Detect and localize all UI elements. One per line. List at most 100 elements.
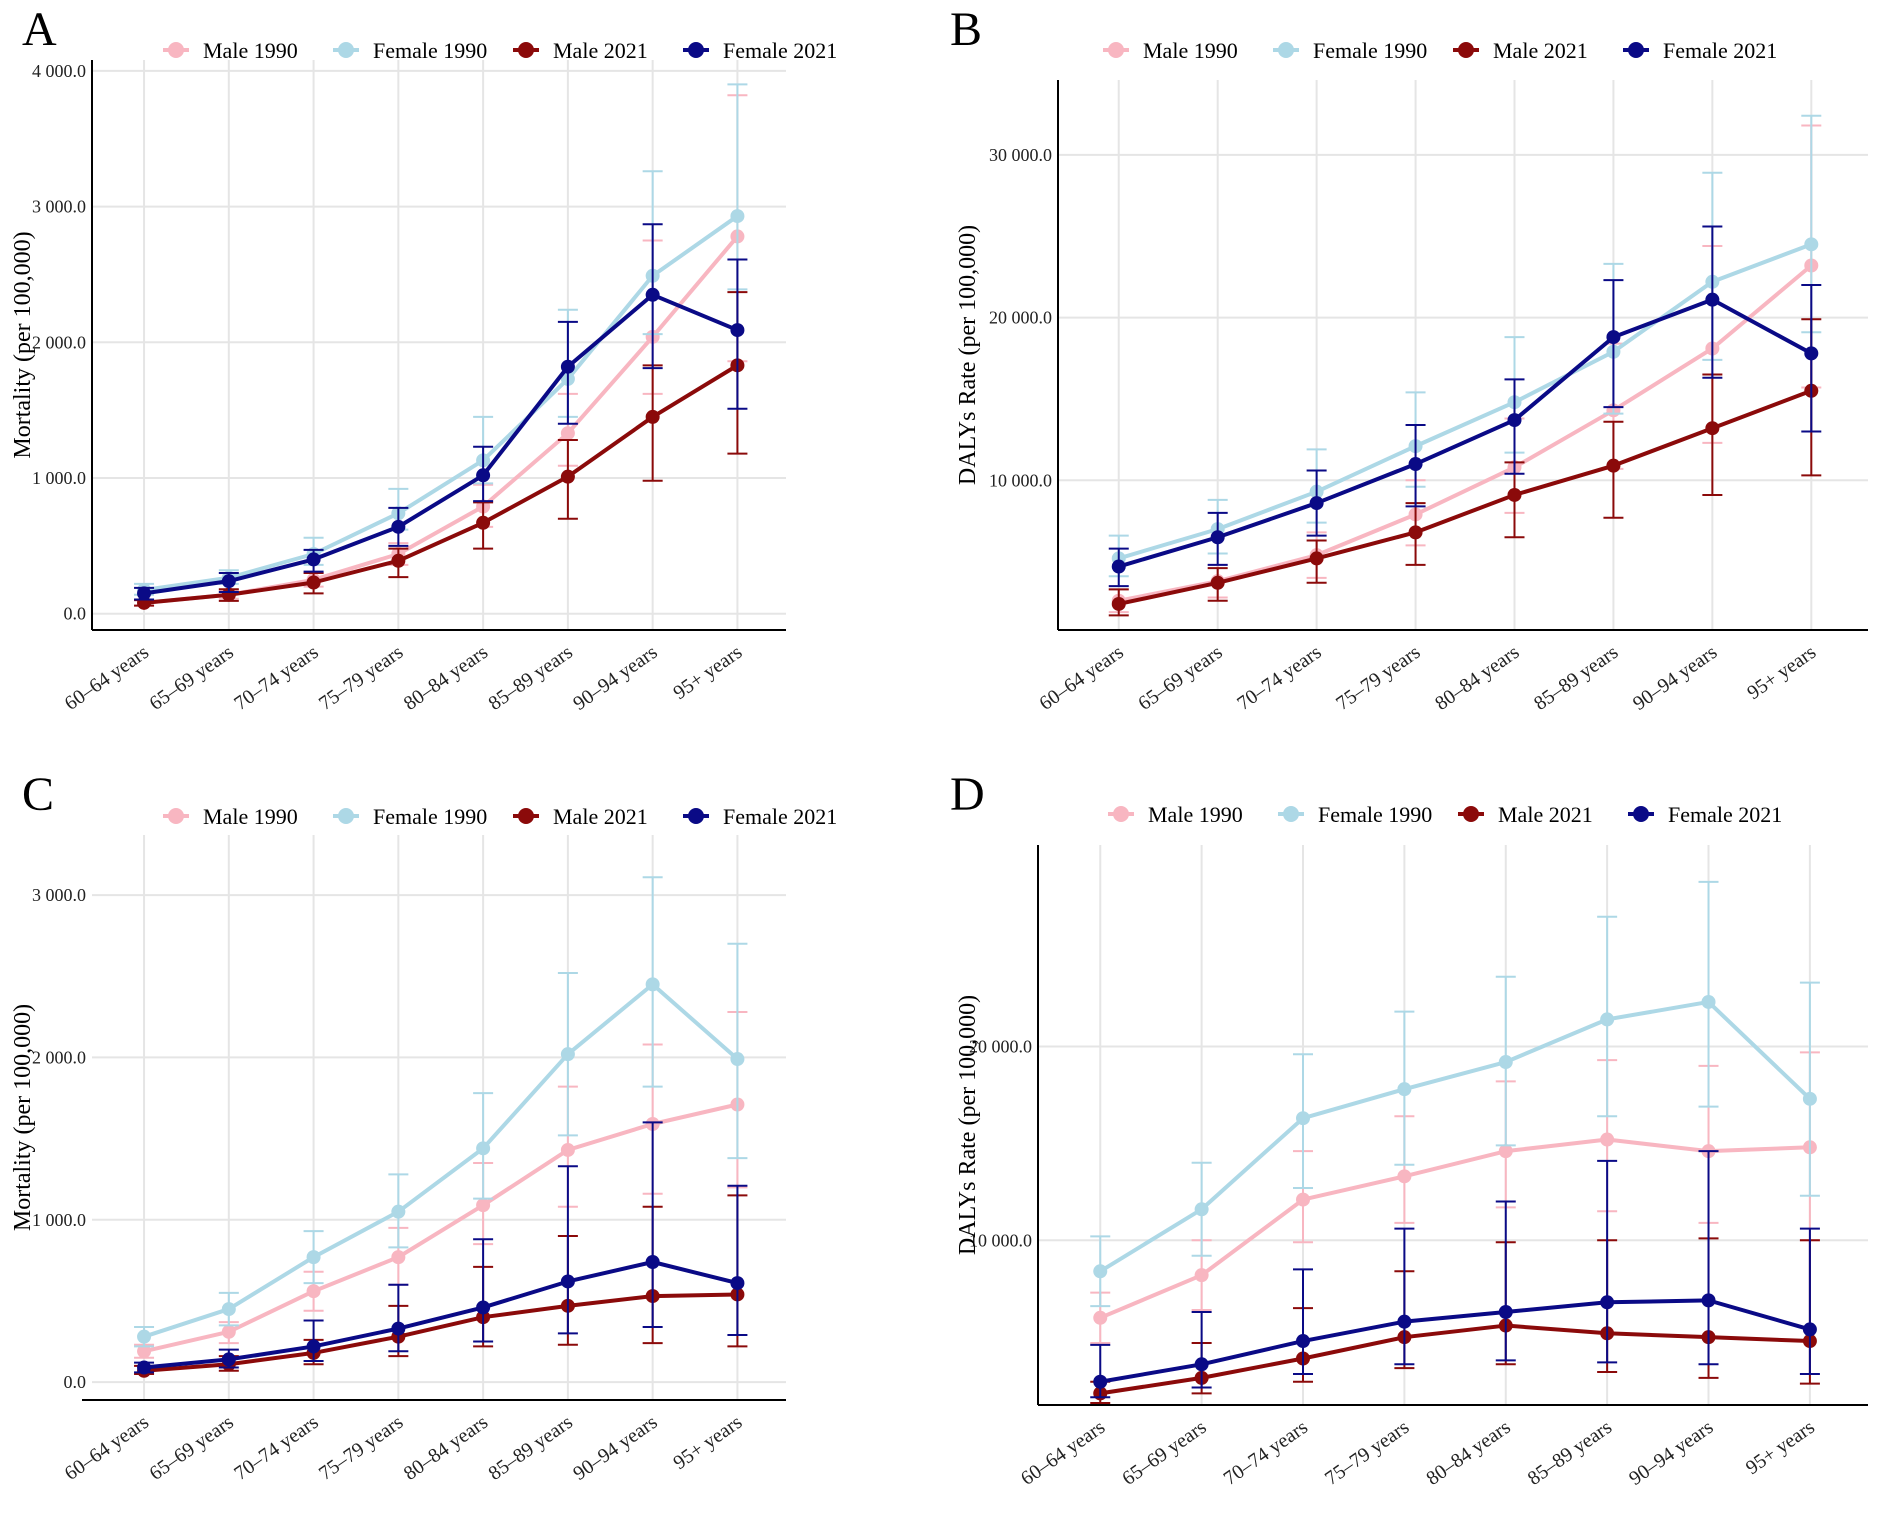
- series-line: [1118, 297, 1813, 569]
- data-point: [137, 1344, 152, 1359]
- legend-key-dot: [1633, 806, 1649, 822]
- series-female-2021: [1090, 1150, 1820, 1399]
- series-male-2021: [1090, 1237, 1820, 1405]
- data-point: [391, 1250, 406, 1265]
- data-point: [476, 1300, 491, 1315]
- y-tick-label: 0.0: [64, 604, 87, 624]
- x-tick-label: 65–69 years: [145, 1411, 237, 1485]
- data-point: [221, 1324, 236, 1339]
- data-point: [1804, 346, 1819, 361]
- y-tick-label: 2 000.0: [32, 1047, 86, 1067]
- y-tick-label: 3 000.0: [32, 885, 86, 905]
- y-tick-label: 20 000.0: [989, 308, 1052, 328]
- data-point: [1296, 1334, 1311, 1349]
- data-point: [1093, 1310, 1108, 1325]
- panel-label: A: [22, 3, 57, 56]
- legend-label: Female 1990: [373, 804, 487, 829]
- panel-label: C: [22, 768, 54, 821]
- y-tick-label: 10 000.0: [989, 470, 1052, 490]
- legend-key-dot: [338, 42, 354, 58]
- x-tick-label: 70–74 years: [1220, 1416, 1312, 1490]
- legend-label: Female 1990: [1318, 802, 1432, 827]
- data-point: [1804, 237, 1819, 252]
- legend-key-dot: [1278, 42, 1294, 58]
- x-tick-label: 80–84 years: [400, 1411, 492, 1485]
- x-tick-label: 95+ years: [1743, 641, 1820, 704]
- x-tick-label: 85–89 years: [485, 1411, 577, 1485]
- x-tick-label: 95+ years: [1742, 1416, 1819, 1479]
- panel-a: A 0.0 1 000.0 2 000.0 3 000.0 4 000.0 Mortalit…: [10, 3, 837, 715]
- legend-key-dot: [1108, 42, 1124, 58]
- data-point: [221, 574, 236, 589]
- data-point: [306, 1339, 321, 1354]
- data-point: [1397, 1169, 1412, 1184]
- series-line: [143, 1102, 738, 1354]
- data-point: [1397, 1314, 1412, 1329]
- data-point: [1309, 496, 1324, 511]
- x-tick-label: 90–94 years: [1629, 641, 1721, 715]
- data-point: [476, 468, 491, 483]
- panel-label: B: [950, 3, 982, 56]
- x-tick-label: 90–94 years: [1625, 1416, 1717, 1490]
- data-point: [306, 552, 321, 567]
- legend-label: Male 1990: [203, 38, 298, 63]
- legend-key-dot: [1628, 42, 1644, 58]
- legend-key-dot: [688, 808, 704, 824]
- data-point: [730, 1276, 745, 1291]
- series-female-2021: [1108, 225, 1822, 588]
- data-point: [137, 586, 152, 601]
- x-tick-label: 80–84 years: [1431, 641, 1523, 715]
- x-tick-label: 60–64 years: [1035, 641, 1127, 715]
- legend-label: Female 2021: [1663, 38, 1777, 63]
- legend-key-dot: [1458, 42, 1474, 58]
- data-point: [1498, 1055, 1513, 1070]
- series-line: [143, 982, 739, 1339]
- y-axis-label: Mortality (per 100,000): [10, 231, 36, 458]
- series-line: [143, 214, 739, 592]
- x-tick-label: 75–79 years: [1332, 641, 1424, 715]
- data-point: [391, 553, 406, 568]
- data-point: [391, 1204, 406, 1219]
- data-point: [1802, 1322, 1817, 1337]
- data-point: [1111, 559, 1126, 574]
- data-point: [1296, 1192, 1311, 1207]
- data-point: [1498, 1304, 1513, 1319]
- data-point: [306, 1284, 321, 1299]
- legend-key-dot: [518, 42, 534, 58]
- data-point: [1111, 596, 1126, 611]
- data-point: [730, 209, 745, 224]
- data-point: [1210, 530, 1225, 545]
- y-tick-label: 4 000.0: [32, 61, 86, 81]
- data-point: [1296, 1111, 1311, 1126]
- data-point: [1507, 487, 1522, 502]
- data-point: [645, 977, 660, 992]
- data-point: [137, 1360, 152, 1375]
- data-point: [221, 1302, 236, 1317]
- y-axis-label: DALYs Rate (per 100,000): [955, 995, 981, 1255]
- x-tick-label: 75–79 years: [315, 1411, 407, 1485]
- data-point: [730, 1052, 745, 1067]
- x-tick-label: 60–64 years: [1017, 1416, 1109, 1490]
- x-tick-label: 95+ years: [669, 641, 746, 704]
- y-axis-label: Mortality (per 100,000): [10, 1004, 36, 1231]
- legend-key-dot: [168, 808, 184, 824]
- data-point: [1705, 421, 1720, 436]
- x-tick-label: 90–94 years: [569, 641, 661, 715]
- data-point: [137, 1329, 152, 1344]
- y-axis-label: DALYs Rate (per 100,000): [955, 225, 981, 485]
- series-male-2021: [1108, 318, 1822, 617]
- series-line: [1118, 388, 1813, 606]
- legend-key-dot: [1463, 806, 1479, 822]
- legend-label: Male 2021: [1493, 38, 1588, 63]
- data-point: [1606, 330, 1621, 345]
- data-point: [560, 1142, 575, 1157]
- data-point: [645, 287, 660, 302]
- data-point: [645, 409, 660, 424]
- x-tick-label: 95+ years: [669, 1411, 746, 1474]
- legend-label: Male 2021: [1498, 802, 1593, 827]
- data-point: [1705, 292, 1720, 307]
- x-tick-label: 65–69 years: [1134, 641, 1226, 715]
- data-point: [306, 1250, 321, 1265]
- series-line: [1099, 1323, 1810, 1396]
